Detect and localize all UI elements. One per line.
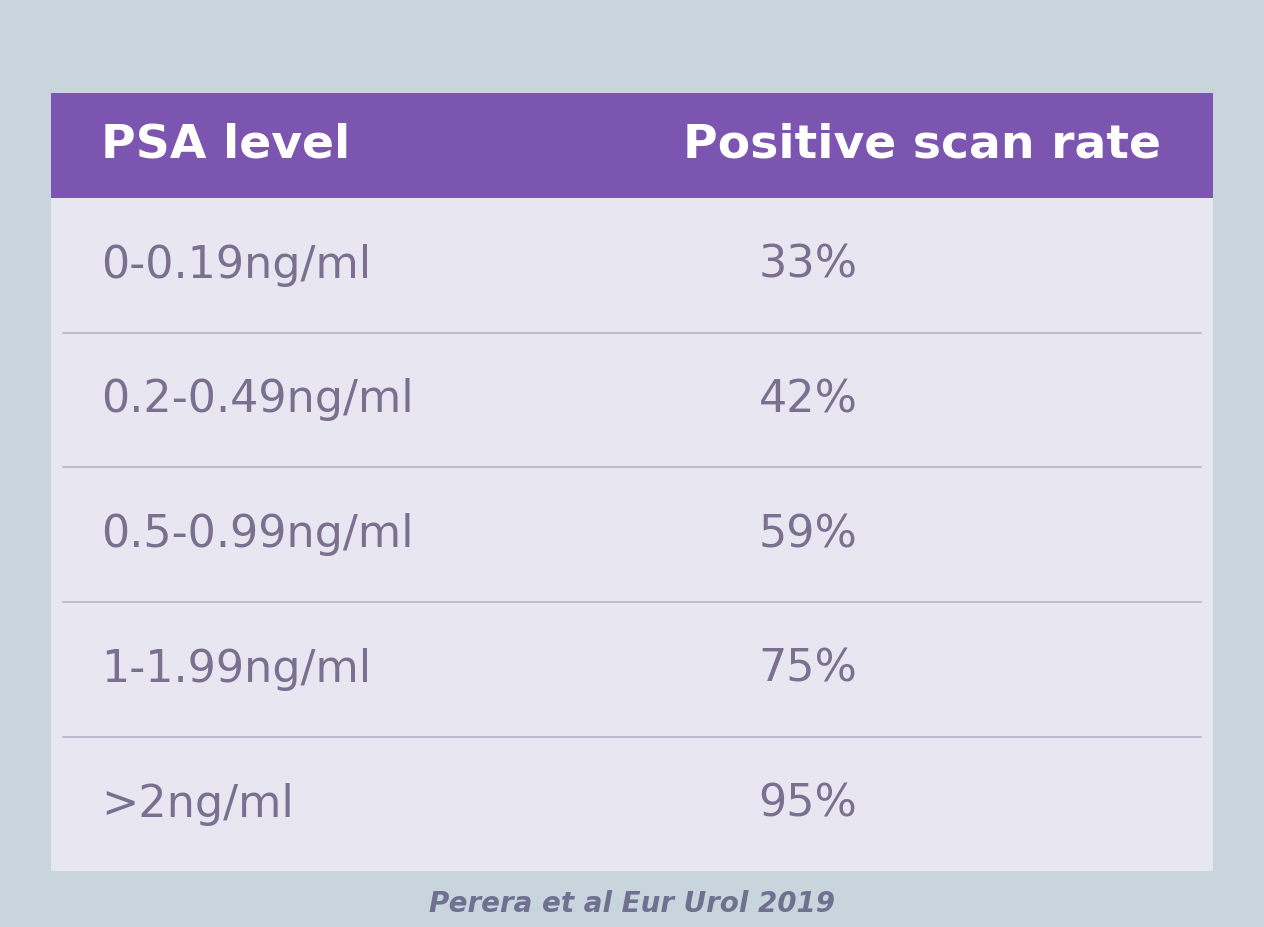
Text: 42%: 42% bbox=[758, 378, 857, 422]
Bar bbox=[51, 93, 1213, 871]
Text: 33%: 33% bbox=[758, 244, 857, 286]
Text: Positive scan rate: Positive scan rate bbox=[683, 122, 1160, 168]
Text: 0.2-0.49ng/ml: 0.2-0.49ng/ml bbox=[101, 378, 413, 422]
Bar bbox=[51, 93, 1213, 197]
Text: 0.5-0.99ng/ml: 0.5-0.99ng/ml bbox=[101, 514, 413, 556]
Text: 59%: 59% bbox=[758, 514, 857, 556]
Text: Perera et al Eur Urol 2019: Perera et al Eur Urol 2019 bbox=[428, 890, 836, 918]
Text: 1-1.99ng/ml: 1-1.99ng/ml bbox=[101, 648, 372, 691]
Text: 0-0.19ng/ml: 0-0.19ng/ml bbox=[101, 244, 372, 286]
Text: PSA level: PSA level bbox=[101, 122, 350, 168]
Text: >2ng/ml: >2ng/ml bbox=[101, 782, 293, 826]
Text: 95%: 95% bbox=[758, 782, 857, 826]
Text: 75%: 75% bbox=[758, 648, 857, 691]
